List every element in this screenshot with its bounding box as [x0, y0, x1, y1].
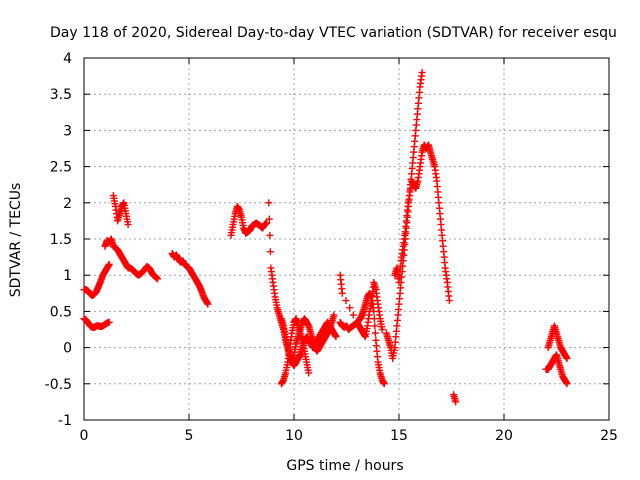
data-point	[445, 297, 453, 305]
data-point	[342, 297, 350, 305]
data-point	[418, 68, 426, 76]
series-track-5	[168, 249, 212, 308]
series-track-13	[391, 141, 453, 305]
series-track-3	[101, 235, 161, 283]
x-tick-label: 15	[390, 428, 408, 444]
y-tick-label: -1	[58, 413, 72, 429]
data-point	[124, 221, 132, 229]
y-tick-label: 2	[63, 196, 72, 212]
data-point	[563, 380, 571, 388]
data-point	[266, 248, 274, 256]
data-points	[80, 68, 571, 406]
series-track-6	[227, 202, 271, 239]
x-tick-label: 20	[495, 428, 513, 444]
data-point	[105, 260, 113, 268]
series-track-11	[336, 271, 386, 341]
y-tick-label: 1	[63, 268, 72, 284]
y-tick-label: 2.5	[50, 160, 72, 176]
x-tick-label: 25	[600, 428, 618, 444]
y-tick-label: 3.5	[50, 87, 72, 103]
series-track-1	[80, 260, 113, 299]
data-point	[371, 322, 379, 330]
series-track-9	[277, 311, 338, 366]
series-track-14	[450, 391, 460, 406]
data-point	[346, 304, 354, 312]
series-track-15	[542, 351, 571, 388]
data-point	[332, 333, 340, 341]
tick-layer: 0 5 10 15 20 25 -1 -0.5 0 0.5 1 1.5 2 2.5 3 3.5 4	[45, 51, 618, 444]
data-point	[266, 231, 274, 239]
y-tick-label: 4	[63, 51, 72, 67]
data-point	[265, 199, 273, 207]
chart-title: Day 118 of 2020, Sidereal Day-to-day VTE…	[50, 25, 617, 41]
data-point	[563, 354, 571, 362]
data-point	[338, 289, 346, 297]
data-point	[380, 380, 388, 388]
y-tick-label: 0.5	[50, 304, 72, 320]
x-tick-label: 0	[80, 428, 89, 444]
data-point	[105, 318, 113, 326]
series-track-2	[80, 315, 113, 331]
x-tick-label: 5	[185, 428, 194, 444]
y-tick-label: 1.5	[50, 232, 72, 248]
data-point	[330, 311, 338, 319]
data-point	[378, 326, 386, 333]
data-point	[305, 369, 313, 377]
series-track-4	[109, 192, 132, 229]
data-point	[204, 300, 212, 308]
data-point	[265, 215, 273, 223]
y-tick-label: -0.5	[45, 377, 72, 393]
data-point	[349, 311, 357, 319]
data-point	[452, 398, 460, 406]
data-point	[154, 275, 161, 283]
series-track-16	[544, 322, 571, 362]
y-axis-label: SDTVAR / TECUs	[8, 183, 24, 298]
grid-layer	[84, 58, 609, 420]
y-tick-label: 3	[63, 123, 72, 139]
data-point	[371, 329, 379, 337]
y-tick-label: 0	[63, 341, 72, 357]
series-track-12	[382, 68, 426, 362]
x-tick-label: 10	[285, 428, 303, 444]
data-point	[263, 219, 271, 227]
x-axis-label: GPS time / hours	[286, 458, 403, 474]
